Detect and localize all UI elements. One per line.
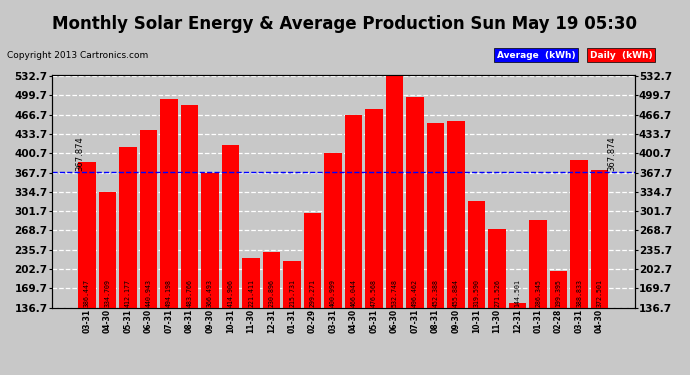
Bar (263, 252, 280, 308)
Text: 388.833: 388.833 (576, 279, 582, 307)
Bar (99, 192, 116, 308)
Text: 483.766: 483.766 (186, 279, 193, 307)
Bar (489, 229, 506, 308)
Bar (386, 76, 403, 308)
Text: 366.493: 366.493 (207, 279, 213, 307)
Text: Monthly Solar Energy & Average Production Sun May 19 05:30: Monthly Solar Energy & Average Productio… (52, 15, 638, 33)
Bar (181, 105, 198, 308)
Text: 440.943: 440.943 (146, 279, 152, 307)
Bar (78, 162, 96, 308)
Text: 319.590: 319.590 (473, 279, 480, 307)
Bar (284, 261, 301, 308)
Text: 144.501: 144.501 (515, 279, 520, 307)
Text: 414.906: 414.906 (228, 279, 233, 307)
Bar (119, 147, 137, 308)
Text: 221.411: 221.411 (248, 279, 254, 307)
Bar (221, 145, 239, 308)
Bar (242, 258, 259, 308)
Text: Daily  (kWh): Daily (kWh) (590, 51, 653, 60)
Text: Copyright 2013 Cartronics.com: Copyright 2013 Cartronics.com (7, 51, 148, 60)
Text: 367.874: 367.874 (76, 136, 85, 171)
Text: 230.896: 230.896 (268, 279, 275, 307)
Bar (571, 160, 588, 308)
Text: 455.884: 455.884 (453, 279, 459, 307)
Bar (550, 271, 567, 308)
Bar (160, 99, 178, 308)
Text: 452.388: 452.388 (433, 279, 439, 307)
Text: 466.044: 466.044 (351, 279, 357, 307)
Text: 286.345: 286.345 (535, 279, 541, 307)
Text: 372.501: 372.501 (597, 279, 602, 307)
Bar (324, 153, 342, 308)
Bar (406, 98, 424, 308)
Text: 386.447: 386.447 (84, 279, 90, 307)
Text: 412.177: 412.177 (125, 279, 131, 307)
Text: 532.748: 532.748 (391, 279, 397, 307)
Text: 271.526: 271.526 (494, 279, 500, 307)
Bar (529, 220, 546, 308)
Bar (140, 130, 157, 308)
Bar (468, 201, 485, 308)
Bar (365, 109, 383, 307)
Text: 476.568: 476.568 (371, 279, 377, 307)
Text: 334.709: 334.709 (104, 279, 110, 307)
Text: 367.874: 367.874 (608, 136, 617, 171)
Bar (345, 115, 362, 308)
Text: 215.731: 215.731 (289, 279, 295, 307)
Text: 494.198: 494.198 (166, 279, 172, 307)
Text: Average  (kWh): Average (kWh) (497, 51, 575, 60)
Bar (304, 213, 322, 308)
Text: 299.271: 299.271 (310, 279, 315, 307)
Text: 400.999: 400.999 (330, 279, 336, 307)
Bar (427, 123, 444, 308)
Text: 496.462: 496.462 (412, 279, 418, 307)
Bar (447, 121, 465, 308)
Bar (591, 170, 609, 308)
Bar (509, 303, 526, 307)
Bar (201, 173, 219, 308)
Text: 199.395: 199.395 (555, 279, 562, 307)
